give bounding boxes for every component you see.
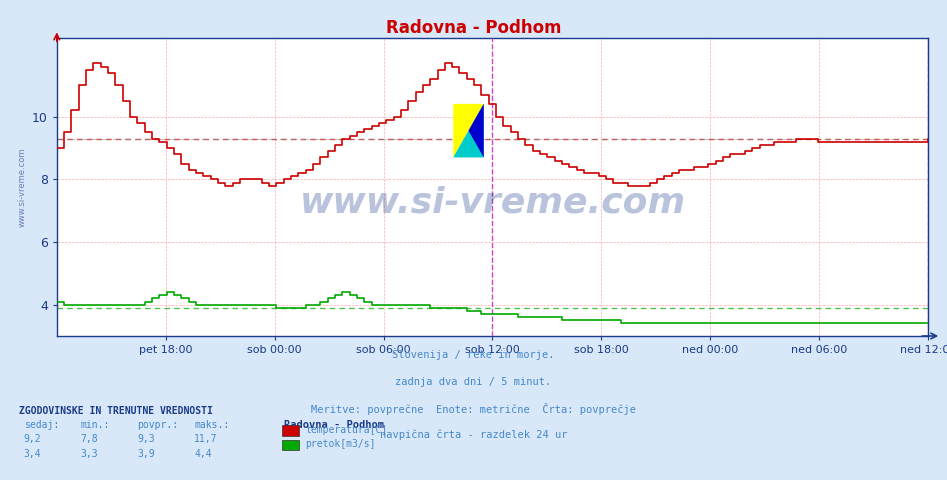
Text: www.si-vreme.com: www.si-vreme.com	[299, 185, 686, 219]
Text: 9,3: 9,3	[137, 434, 155, 444]
Text: sedaj:: sedaj:	[24, 420, 59, 430]
Polygon shape	[454, 104, 484, 157]
Text: www.si-vreme.com: www.si-vreme.com	[17, 147, 27, 227]
Text: maks.:: maks.:	[194, 420, 229, 430]
Text: 4,4: 4,4	[194, 449, 212, 459]
Text: povpr.:: povpr.:	[137, 420, 178, 430]
Text: 7,8: 7,8	[80, 434, 98, 444]
Text: Slovenija / reke in morje.: Slovenija / reke in morje.	[392, 350, 555, 360]
Text: min.:: min.:	[80, 420, 110, 430]
Text: 3,9: 3,9	[137, 449, 155, 459]
Text: Meritve: povprečne  Enote: metrične  Črta: povprečje: Meritve: povprečne Enote: metrične Črta:…	[311, 403, 636, 415]
Text: 9,2: 9,2	[24, 434, 42, 444]
Polygon shape	[454, 104, 484, 157]
Polygon shape	[469, 104, 484, 157]
Text: temperatura[C]: temperatura[C]	[305, 425, 387, 434]
Text: 3,4: 3,4	[24, 449, 42, 459]
Text: Radovna - Podhom: Radovna - Podhom	[385, 19, 562, 37]
Text: 3,3: 3,3	[80, 449, 98, 459]
Text: navpična črta - razdelek 24 ur: navpična črta - razdelek 24 ur	[380, 430, 567, 440]
Text: zadnja dva dni / 5 minut.: zadnja dva dni / 5 minut.	[396, 377, 551, 387]
Text: Radovna - Podhom: Radovna - Podhom	[284, 420, 384, 430]
Text: ZGODOVINSKE IN TRENUTNE VREDNOSTI: ZGODOVINSKE IN TRENUTNE VREDNOSTI	[19, 406, 213, 416]
Text: 11,7: 11,7	[194, 434, 218, 444]
Text: pretok[m3/s]: pretok[m3/s]	[305, 439, 375, 449]
